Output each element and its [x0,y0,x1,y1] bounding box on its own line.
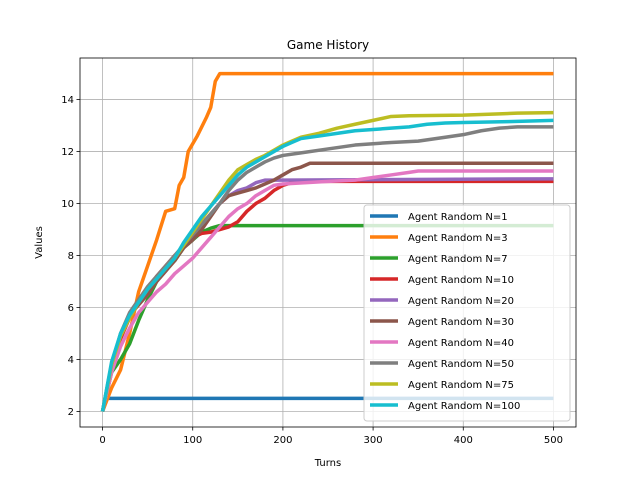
chart-title: Game History [287,38,369,52]
y-axis-label: Values [34,226,45,259]
x-axis-label: Turns [314,458,341,469]
x-tick-label: 500 [544,435,563,446]
y-tick-label: 8 [68,251,74,262]
legend-label: Agent Random N=10 [408,275,514,286]
axis-ticks: 0 100 200 300 400 500 2 4 6 8 10 12 14 [61,95,563,446]
legend-label: Agent Random N=30 [408,317,514,328]
series-line-10 [100,118,554,412]
y-tick-label: 10 [61,199,74,210]
legend-label: Agent Random N=3 [408,233,508,244]
legend: Agent Random N=1 Agent Random N=3 Agent Ra… [363,204,571,422]
legend-label: Agent Random N=100 [408,401,520,412]
legend-label: Agent Random N=50 [408,359,514,370]
legend-label: Agent Random N=75 [408,380,514,391]
x-tick-label: 400 [454,435,473,446]
y-tick-label: 4 [68,355,74,366]
x-tick-label: 0 [99,435,105,446]
y-tick-label: 2 [68,407,74,418]
legend-label: Agent Random N=1 [408,212,508,223]
axes-frame [79,57,577,428]
y-tick-label: 12 [61,147,74,158]
series-line-2 [100,71,554,413]
legend-label: Agent Random N=7 [408,254,508,265]
x-tick-label: 100 [183,435,202,446]
legend-label: Agent Random N=40 [408,338,514,349]
legend-box [363,204,571,422]
series-lines [100,71,554,413]
series-line-7 [100,169,554,412]
y-tick-label: 6 [68,303,74,314]
y-tick-label: 14 [61,95,74,106]
x-tick-label: 200 [273,435,292,446]
legend-label: Agent Random N=20 [408,296,514,307]
x-tick-label: 300 [364,435,383,446]
